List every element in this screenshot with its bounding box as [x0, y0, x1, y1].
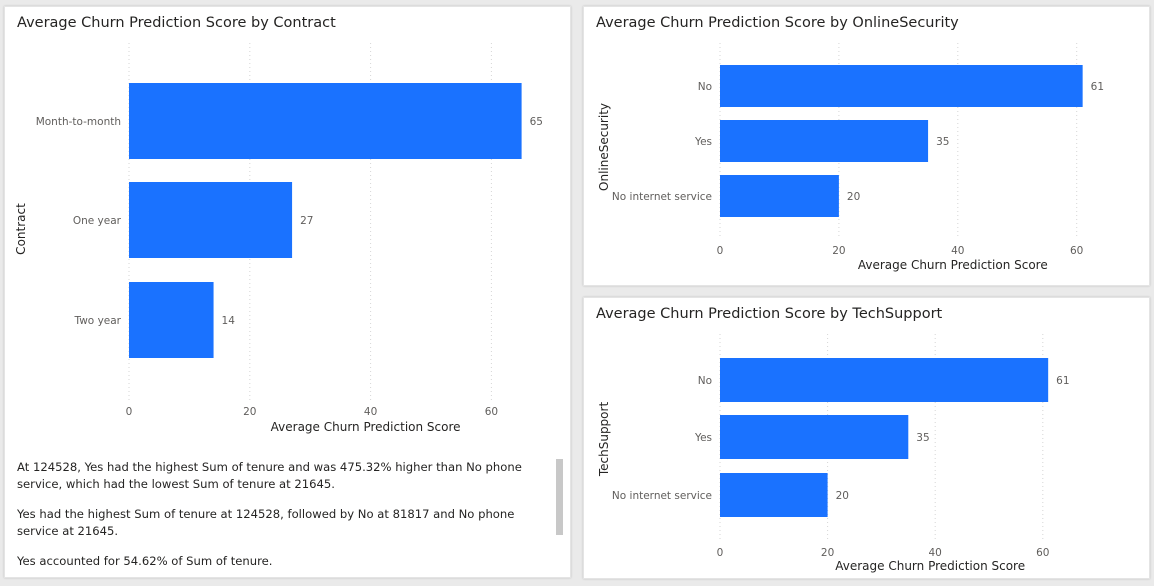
category-label: No internet service — [612, 490, 712, 502]
data-label: 35 — [936, 136, 949, 148]
data-label: 14 — [222, 315, 236, 327]
x-tick-label: 0 — [126, 406, 133, 418]
data-label: 61 — [1091, 81, 1104, 93]
contract-chart-panel: Average Churn Prediction Score by Contra… — [4, 6, 571, 578]
data-label: 20 — [847, 191, 860, 203]
techsupport-chart-panel: Average Churn Prediction Score by TechSu… — [583, 297, 1150, 579]
x-tick-label: 40 — [929, 547, 942, 559]
bar[interactable] — [720, 65, 1083, 107]
bar[interactable] — [129, 182, 293, 258]
x-axis-title: Average Churn Prediction Score — [271, 420, 461, 434]
bar[interactable] — [720, 473, 828, 517]
x-axis-title: Average Churn Prediction Score — [835, 559, 1025, 573]
data-label: 65 — [530, 116, 543, 128]
onlinesecurity-chart: 0 20 40 60 No 61 Yes 35 No internet service 20 Ave… — [597, 43, 1104, 272]
x-axis-title: Average Churn Prediction Score — [858, 258, 1048, 272]
category-label: No — [698, 375, 712, 387]
contract-chart-title: Average Churn Prediction Score by Contra… — [17, 15, 336, 31]
bar[interactable] — [720, 358, 1049, 402]
data-label: 35 — [916, 432, 929, 444]
x-tick-label: 60 — [1070, 245, 1083, 257]
x-tick-label: 60 — [1036, 547, 1049, 559]
y-axis-title: OnlineSecurity — [597, 103, 611, 191]
bar[interactable] — [129, 83, 522, 159]
x-tick-label: 20 — [821, 547, 834, 559]
narrative-paragraph-1: At 124528, Yes had the highest Sum of te… — [17, 460, 522, 491]
narrative-paragraph-2: Yes had the highest Sum of tenure at 124… — [17, 507, 515, 538]
x-tick-label: 60 — [485, 406, 498, 418]
x-tick-label: 20 — [832, 245, 845, 257]
bar[interactable] — [720, 120, 929, 162]
x-tick-label: 40 — [951, 245, 964, 257]
x-tick-label: 40 — [364, 406, 377, 418]
category-label: Yes — [694, 432, 712, 444]
category-label: No — [698, 81, 712, 93]
bar[interactable] — [129, 282, 214, 358]
narrative-scrollbar[interactable] — [556, 459, 563, 535]
data-label: 27 — [300, 215, 313, 227]
onlinesecurity-chart-panel: Average Churn Prediction Score by Online… — [583, 6, 1150, 286]
category-label: No internet service — [612, 191, 712, 203]
onlinesecurity-chart-title: Average Churn Prediction Score by Online… — [596, 15, 959, 31]
category-label: Two year — [74, 315, 122, 327]
y-axis-title: Contract — [14, 203, 28, 255]
x-tick-label: 0 — [717, 245, 724, 257]
category-label: Month-to-month — [36, 116, 121, 128]
category-label: One year — [73, 215, 122, 227]
bar[interactable] — [720, 415, 909, 459]
bar[interactable] — [720, 175, 839, 217]
techsupport-chart-title: Average Churn Prediction Score by TechSu… — [596, 306, 943, 322]
x-tick-label: 0 — [717, 547, 724, 559]
category-label: Yes — [694, 136, 712, 148]
y-axis-title: TechSupport — [597, 402, 611, 478]
narrative-paragraph-3: Yes accounted for 54.62% of Sum of tenur… — [17, 554, 273, 568]
data-label: 61 — [1056, 375, 1069, 387]
smart-narrative: At 124528, Yes had the highest Sum of te… — [17, 459, 542, 583]
data-label: 20 — [836, 490, 849, 502]
x-tick-label: 20 — [243, 406, 256, 418]
contract-chart: 0 20 40 60 Month-to-month 65 One year 27 Two yea… — [14, 43, 543, 434]
